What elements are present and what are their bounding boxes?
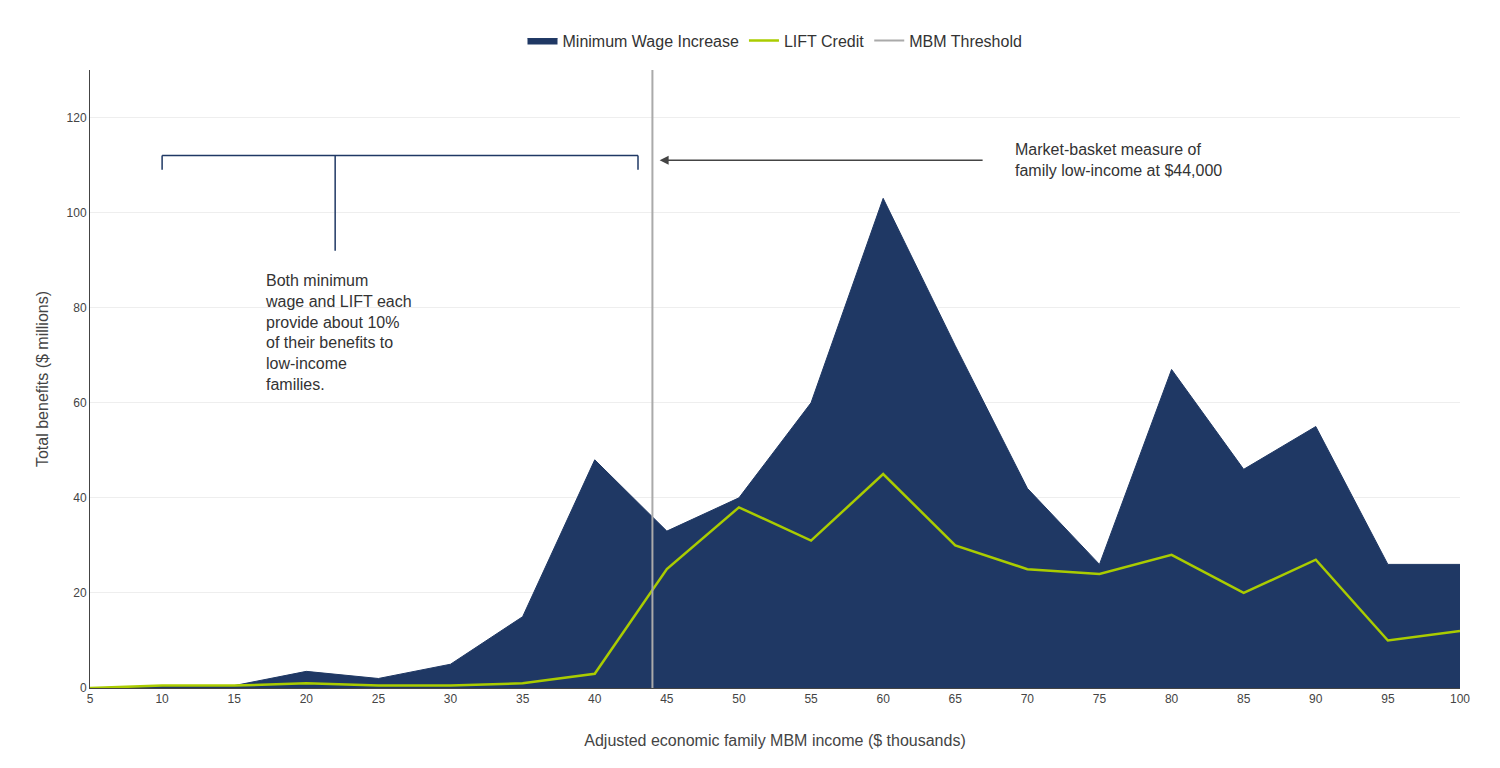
svg-text:40: 40	[588, 692, 602, 706]
svg-text:35: 35	[516, 692, 530, 706]
svg-text:60: 60	[73, 396, 87, 410]
svg-text:10: 10	[155, 692, 169, 706]
svg-text:30: 30	[444, 692, 458, 706]
svg-text:Adjusted economic family MBM i: Adjusted economic family MBM income ($ t…	[584, 732, 966, 749]
svg-text:Minimum Wage Increase: Minimum Wage Increase	[563, 33, 739, 50]
svg-text:50: 50	[732, 692, 746, 706]
svg-text:15: 15	[228, 692, 242, 706]
svg-text:95: 95	[1381, 692, 1395, 706]
svg-text:0: 0	[80, 681, 87, 695]
svg-text:60: 60	[876, 692, 890, 706]
svg-text:Both minimumwage and LIFT each: Both minimumwage and LIFT eachprovide ab…	[265, 272, 412, 393]
svg-text:25: 25	[372, 692, 386, 706]
svg-text:Total benefits ($ millions): Total benefits ($ millions)	[34, 291, 51, 467]
svg-text:5: 5	[87, 692, 94, 706]
svg-text:90: 90	[1309, 692, 1323, 706]
svg-text:70: 70	[1021, 692, 1035, 706]
svg-text:LIFT Credit: LIFT Credit	[784, 33, 864, 50]
svg-text:40: 40	[73, 491, 87, 505]
svg-text:20: 20	[300, 692, 314, 706]
svg-text:MBM Threshold: MBM Threshold	[909, 33, 1022, 50]
svg-text:65: 65	[949, 692, 963, 706]
svg-text:100: 100	[67, 206, 87, 220]
svg-text:120: 120	[67, 111, 87, 125]
svg-text:45: 45	[660, 692, 674, 706]
svg-text:Market-basket measure offamily: Market-basket measure offamily low-incom…	[1015, 141, 1222, 179]
svg-text:80: 80	[1165, 692, 1179, 706]
svg-text:20: 20	[73, 586, 87, 600]
svg-text:75: 75	[1093, 692, 1107, 706]
svg-text:85: 85	[1237, 692, 1251, 706]
svg-text:100: 100	[1450, 692, 1470, 706]
svg-text:55: 55	[804, 692, 818, 706]
svg-text:80: 80	[73, 301, 87, 315]
